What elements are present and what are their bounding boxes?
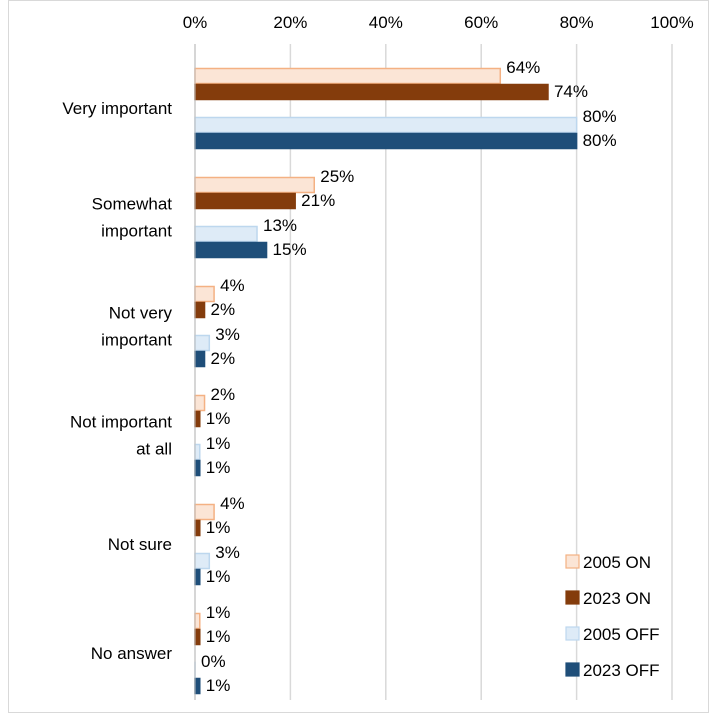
x-tick-label: 20% [273, 13, 307, 32]
data-label: 25% [320, 167, 354, 186]
data-label: 74% [554, 82, 588, 101]
data-label: 1% [206, 458, 231, 477]
legend-label: 2005 ON [583, 553, 651, 572]
bar [194, 176, 315, 194]
category-label: Not very [109, 304, 173, 323]
bar [194, 83, 549, 101]
data-label: 80% [583, 107, 617, 126]
bar [194, 519, 201, 537]
data-label: 1% [206, 518, 231, 537]
data-label: 2% [211, 385, 236, 404]
bar [194, 241, 268, 259]
data-label: 4% [220, 276, 245, 295]
legend-label: 2005 OFF [583, 625, 660, 644]
bar [194, 116, 578, 134]
data-label: 21% [301, 191, 335, 210]
bar [194, 612, 201, 630]
data-label: 0% [201, 652, 226, 671]
bar [194, 132, 578, 150]
x-tick-label: 60% [464, 13, 498, 32]
bar [194, 568, 201, 586]
data-label: 80% [583, 131, 617, 150]
category-label: Somewhat [92, 195, 173, 214]
legend-swatch [565, 554, 580, 569]
data-label: 64% [506, 58, 540, 77]
bar [194, 677, 201, 695]
category-label: Very important [62, 99, 172, 118]
bar [194, 225, 258, 243]
data-label: 13% [263, 216, 297, 235]
data-label: 1% [206, 603, 231, 622]
legend-swatch [565, 626, 580, 641]
data-label: 1% [206, 409, 231, 428]
category-label: important [101, 331, 172, 350]
data-label: 3% [215, 325, 240, 344]
data-label: 2% [211, 349, 236, 368]
bar [194, 459, 201, 477]
data-label: 1% [206, 434, 231, 453]
data-label: 4% [220, 494, 245, 513]
bar [194, 628, 201, 646]
bar [194, 334, 211, 352]
legend-swatch [565, 662, 580, 677]
bar [194, 394, 206, 412]
category-label: No answer [91, 644, 173, 663]
x-tick-label: 40% [369, 13, 403, 32]
category-label: important [101, 222, 172, 241]
legend-label: 2023 ON [583, 589, 651, 608]
data-label: 1% [206, 627, 231, 646]
legend-swatch [565, 590, 580, 605]
data-label: 2% [211, 300, 236, 319]
x-tick-label: 80% [560, 13, 594, 32]
x-tick-label: 0% [183, 13, 208, 32]
bar [194, 192, 296, 210]
bar [194, 350, 206, 368]
category-label: at all [136, 440, 172, 459]
bar [194, 443, 201, 461]
data-label: 1% [206, 567, 231, 586]
bar [194, 410, 201, 428]
x-tick-label: 100% [650, 13, 693, 32]
category-label: Not important [70, 413, 172, 432]
category-label: Not sure [108, 535, 172, 554]
bar [194, 301, 206, 319]
data-label: 3% [215, 543, 240, 562]
bar [194, 67, 502, 85]
data-label: 15% [273, 240, 307, 259]
legend-label: 2023 OFF [583, 661, 660, 680]
data-label: 1% [206, 676, 231, 695]
